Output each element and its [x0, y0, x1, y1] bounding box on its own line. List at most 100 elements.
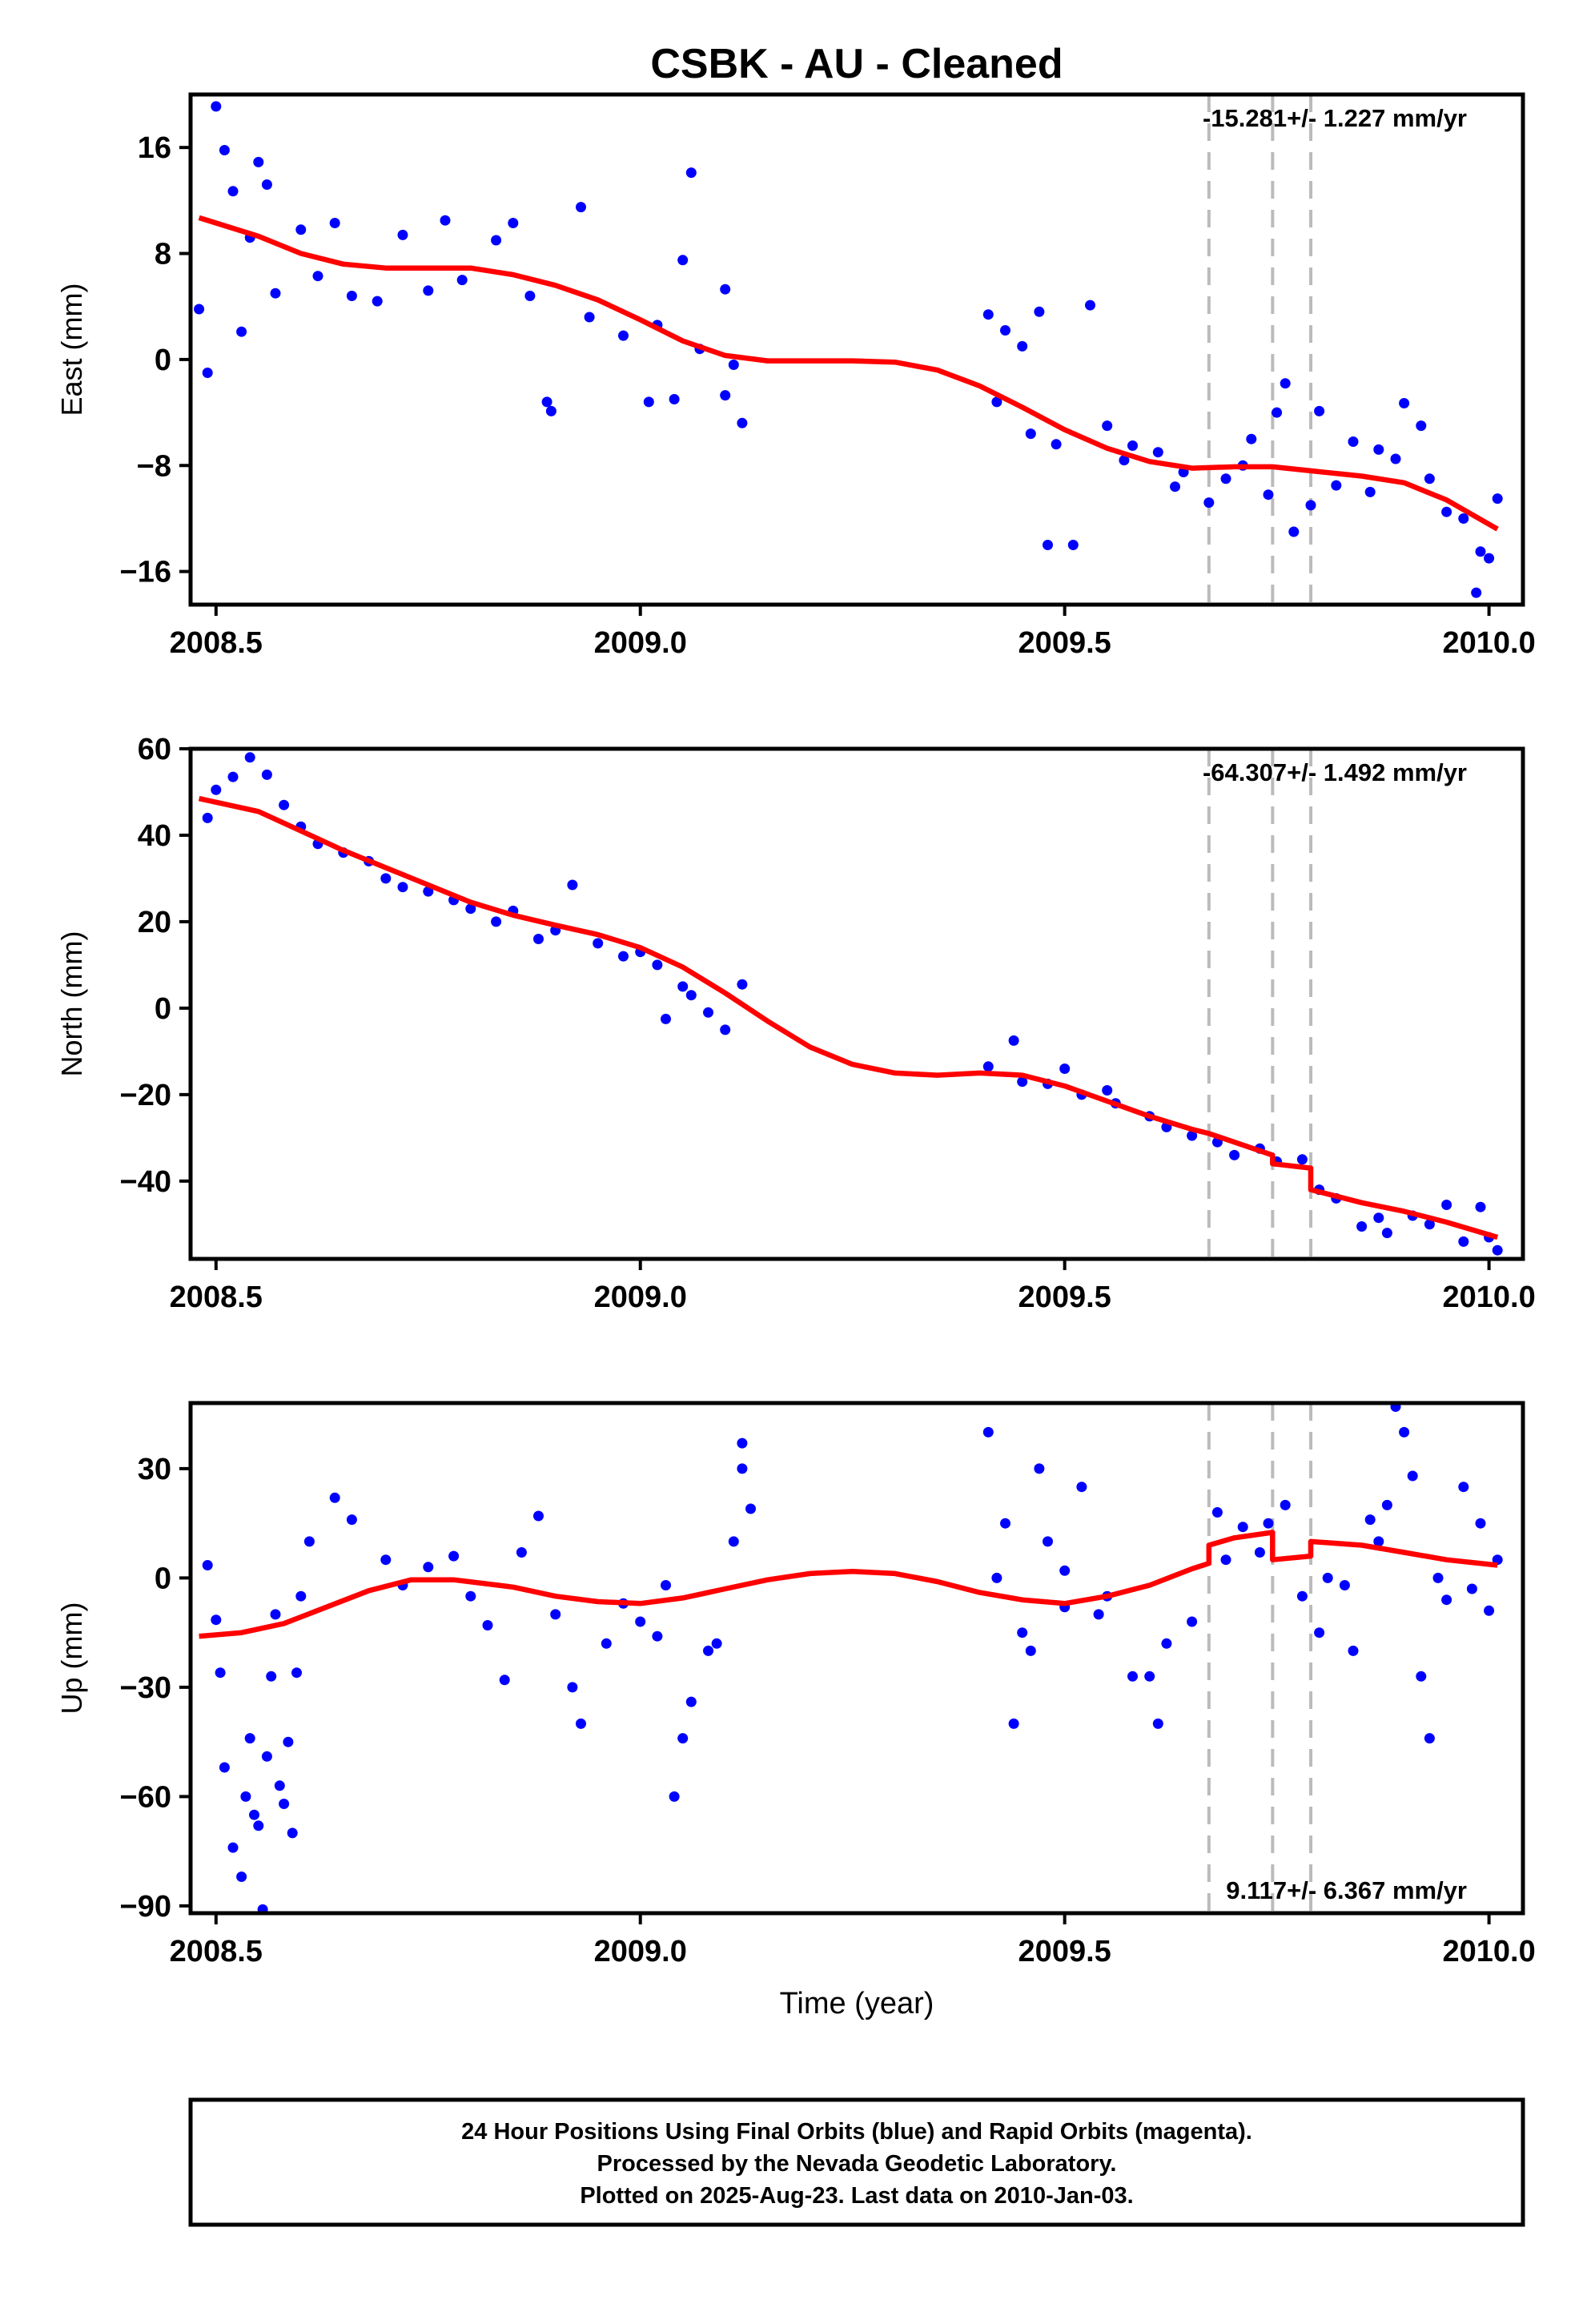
up-point-63: [1237, 1522, 1248, 1533]
east-point-53: [1314, 405, 1325, 416]
north-point-57: [1424, 1219, 1435, 1230]
east-model-line: [198, 215, 1499, 532]
east-point-55: [1373, 444, 1384, 455]
up-point-32: [661, 1580, 671, 1590]
east-point-5: [253, 156, 264, 167]
up-point-3: [219, 1762, 230, 1773]
up-point-42: [448, 1550, 460, 1562]
east-point-11: [440, 215, 451, 226]
up-point-85: [1093, 1609, 1104, 1620]
up-point-86: [1161, 1638, 1172, 1649]
up-point-2: [215, 1667, 226, 1679]
east-point-36: [728, 360, 739, 370]
up-point-64: [1263, 1518, 1274, 1529]
up-point-71: [1381, 1499, 1392, 1510]
north-point-45: [491, 916, 502, 927]
east-point-7: [295, 224, 307, 235]
up-point-75: [1416, 1671, 1427, 1682]
north-point-2: [227, 771, 239, 782]
north-y-tick-label-4: 40: [138, 819, 171, 853]
east-point-75: [1390, 453, 1401, 464]
east-point-52: [1288, 526, 1300, 537]
north-point-7: [380, 873, 392, 884]
up-x-tick-label-2: 2009.5: [1018, 1935, 1111, 1968]
east-point-41: [1043, 540, 1053, 550]
east-point-68: [1170, 481, 1180, 493]
up-point-7: [244, 1733, 255, 1744]
up-point-0: [202, 1560, 213, 1570]
north-y-tick-label-2: 0: [155, 992, 171, 1026]
up-point-77: [1441, 1594, 1452, 1606]
east-x-tick-label-0: 2008.5: [170, 626, 263, 660]
east-x-tick-label-3: 2010.0: [1442, 626, 1535, 660]
up-point-24: [423, 1562, 434, 1573]
north-point-16: [703, 1007, 713, 1018]
up-point-70: [1364, 1514, 1376, 1526]
east-point-18: [669, 394, 680, 404]
up-point-87: [1220, 1554, 1231, 1566]
east-point-37: [982, 309, 994, 320]
east-point-0: [202, 368, 213, 378]
up-point-20: [303, 1536, 315, 1547]
east-point-15: [545, 405, 556, 416]
east-point-49: [1246, 433, 1257, 444]
chart-title: CSBK - AU - Cleaned: [650, 41, 1063, 87]
east-y-tick-label-1: −8: [137, 449, 171, 483]
north-point-26: [1187, 1130, 1198, 1141]
up-point-45: [550, 1609, 561, 1620]
up-point-9: [253, 1820, 264, 1831]
up-rate-label: 9.117+/- 6.367 mm/yr: [1226, 1876, 1467, 1904]
up-point-90: [1373, 1536, 1384, 1547]
north-point-20: [982, 1061, 994, 1072]
east-point-61: [1471, 587, 1482, 598]
east-point-19: [737, 417, 748, 428]
up-point-69: [1348, 1645, 1359, 1656]
east-point-39: [1017, 340, 1028, 352]
north-panel: 2008.5 2009.0 2009.5 2010.0 −40 −20 0 20 40 60 Nor…: [55, 733, 1536, 1314]
up-y-tick-label-2: −30: [120, 1671, 171, 1705]
up-point-82: [991, 1572, 1002, 1583]
east-point-58: [1441, 506, 1452, 517]
up-point-40: [745, 1503, 756, 1514]
footer-frame: [188, 2097, 1525, 2227]
up-point-44: [516, 1547, 527, 1558]
north-y-tick-label-5: 60: [138, 733, 171, 766]
north-point-43: [397, 882, 408, 893]
east-point-51: [1280, 378, 1291, 389]
up-panel: 2008.5 2009.0 2009.5 2010.0 −90 −60 −30 0 30 Up (…: [55, 1401, 1536, 1968]
up-point-22: [346, 1514, 357, 1526]
up-point-89: [1322, 1572, 1333, 1583]
north-plot-frame: [188, 746, 1525, 1261]
east-point-1: [211, 101, 222, 112]
north-point-32: [1356, 1221, 1368, 1232]
x-axis-label: Time (year): [780, 1987, 934, 2020]
up-point-83: [1025, 1645, 1036, 1656]
east-point-3: [227, 186, 239, 197]
north-point-8: [423, 886, 434, 897]
east-panel: 2008.5 2009.0 2009.5 2010.0 −16 −8 0 8 16 East (m…: [55, 92, 1536, 660]
up-point-91: [1432, 1572, 1444, 1583]
up-plot-frame: [188, 1401, 1525, 1916]
up-y-axis-label: Up (mm): [55, 1602, 88, 1715]
up-point-68: [1339, 1580, 1350, 1590]
up-point-23: [380, 1554, 392, 1566]
north-point-56: [1373, 1212, 1384, 1224]
east-point-44: [1102, 420, 1113, 432]
up-x-tick-label-1: 2009.0: [594, 1935, 687, 1968]
up-point-73: [1399, 1426, 1410, 1437]
north-point-36: [1458, 1236, 1469, 1247]
north-rate-label: -64.307+/- 1.492 mm/yr: [1203, 758, 1467, 786]
north-point-35: [1441, 1200, 1452, 1210]
east-point-23: [720, 283, 731, 295]
east-point-10: [397, 229, 408, 240]
up-point-65: [1280, 1499, 1291, 1510]
east-points: [194, 101, 1503, 598]
up-x-tick-label-3: 2010.0: [1442, 1935, 1535, 1968]
east-rate-label: -15.281+/- 1.227 mm/yr: [1203, 104, 1467, 132]
up-point-27: [533, 1510, 544, 1522]
up-point-30: [601, 1638, 612, 1649]
east-point-62: [1484, 553, 1495, 564]
east-point-43: [1085, 300, 1095, 311]
up-point-49: [982, 1426, 994, 1437]
